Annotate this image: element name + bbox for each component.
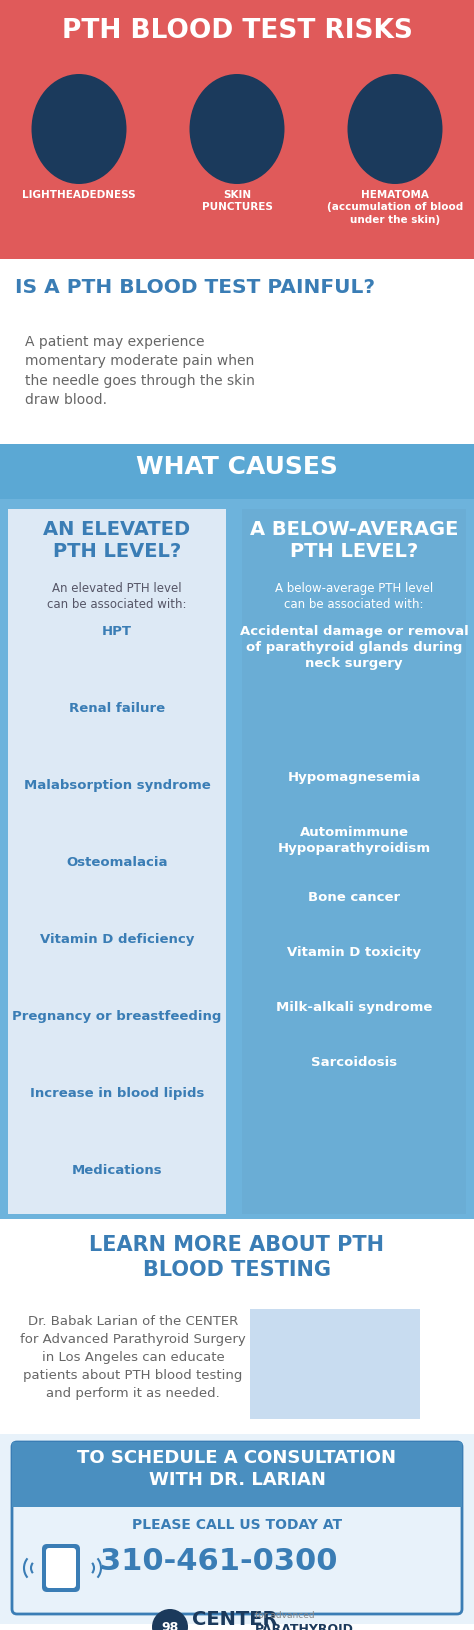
Text: Malabsorption syndrome: Malabsorption syndrome [24, 779, 210, 792]
Text: IS A PTH BLOOD TEST PAINFUL?: IS A PTH BLOOD TEST PAINFUL? [15, 277, 375, 297]
Bar [12, 1443, 462, 1508]
Text: Pregnancy or breastfeeding: Pregnancy or breastfeeding [12, 1009, 222, 1022]
Text: A patient may experience
momentary moderate pain when
the needle goes through th: A patient may experience momentary moder… [25, 334, 255, 408]
Text: Vitamin D deficiency: Vitamin D deficiency [40, 932, 194, 945]
Text: TO SCHEDULE A CONSULTATION
WITH DR. LARIAN: TO SCHEDULE A CONSULTATION WITH DR. LARI… [78, 1447, 396, 1488]
Bar [0, 1623, 474, 1630]
Text: Milk-alkali syndrome: Milk-alkali syndrome [276, 1001, 432, 1014]
Text: HPT: HPT [102, 624, 132, 637]
Text: Medications: Medications [72, 1164, 162, 1177]
Text: SKIN
PUNCTURES: SKIN PUNCTURES [201, 189, 273, 212]
Text: Renal failure: Renal failure [69, 701, 165, 714]
Bar [0, 500, 474, 1219]
Text: A BELOW-AVERAGE
PTH LEVEL?: A BELOW-AVERAGE PTH LEVEL? [250, 520, 458, 561]
Text: 310-461-0300: 310-461-0300 [100, 1545, 337, 1575]
Bar [0, 1219, 474, 1434]
Circle shape [152, 1609, 188, 1630]
FancyBboxPatch shape [42, 1544, 80, 1593]
Bar [250, 1309, 420, 1420]
Ellipse shape [31, 75, 127, 184]
Text: for advanced: for advanced [255, 1610, 315, 1620]
Text: Increase in blood lipids: Increase in blood lipids [30, 1086, 204, 1099]
Text: Accidental damage or removal
of parathyroid glands during
neck surgery: Accidental damage or removal of parathyr… [240, 624, 468, 670]
Text: An elevated PTH level
can be associated with:: An elevated PTH level can be associated … [47, 582, 187, 611]
Text: Osteomalacia: Osteomalacia [66, 856, 168, 869]
Bar [0, 1434, 474, 1623]
Text: WHAT CAUSES: WHAT CAUSES [136, 455, 338, 479]
Bar [242, 510, 466, 1214]
Text: AN ELEVATED
PTH LEVEL?: AN ELEVATED PTH LEVEL? [44, 520, 191, 561]
Text: PTH BLOOD TEST RISKS: PTH BLOOD TEST RISKS [62, 18, 412, 44]
Text: Vitamin D toxicity: Vitamin D toxicity [287, 945, 421, 958]
Ellipse shape [190, 75, 284, 184]
Text: Dr. Babak Larian of the CENTER
for Advanced Parathyroid Surgery
in Los Angeles c: Dr. Babak Larian of the CENTER for Advan… [20, 1314, 246, 1399]
Text: LIGHTHEADEDNESS: LIGHTHEADEDNESS [22, 189, 136, 200]
Text: A below-average PTH level
can be associated with:: A below-average PTH level can be associa… [275, 582, 433, 611]
Text: Bone cancer: Bone cancer [308, 890, 400, 903]
Bar [0, 445, 474, 500]
Text: Sarcoidosis: Sarcoidosis [311, 1055, 397, 1068]
Text: LEARN MORE ABOUT PTH
BLOOD TESTING: LEARN MORE ABOUT PTH BLOOD TESTING [90, 1234, 384, 1280]
Text: Automimmune
Hypoparathyroidism: Automimmune Hypoparathyroidism [277, 825, 430, 854]
Bar [0, 0, 474, 259]
Text: Hypomagnesemia: Hypomagnesemia [287, 771, 421, 784]
Ellipse shape [347, 75, 443, 184]
FancyBboxPatch shape [46, 1548, 76, 1588]
Text: PLEASE CALL US TODAY AT: PLEASE CALL US TODAY AT [132, 1518, 342, 1531]
Text: HEMATOMA
(accumulation of blood
under the skin): HEMATOMA (accumulation of blood under th… [327, 189, 463, 225]
Text: CENTER: CENTER [192, 1609, 277, 1628]
Text: PARATHYROID: PARATHYROID [255, 1622, 354, 1630]
Bar [8, 510, 226, 1214]
Bar [0, 259, 474, 445]
Text: 98: 98 [161, 1620, 179, 1630]
